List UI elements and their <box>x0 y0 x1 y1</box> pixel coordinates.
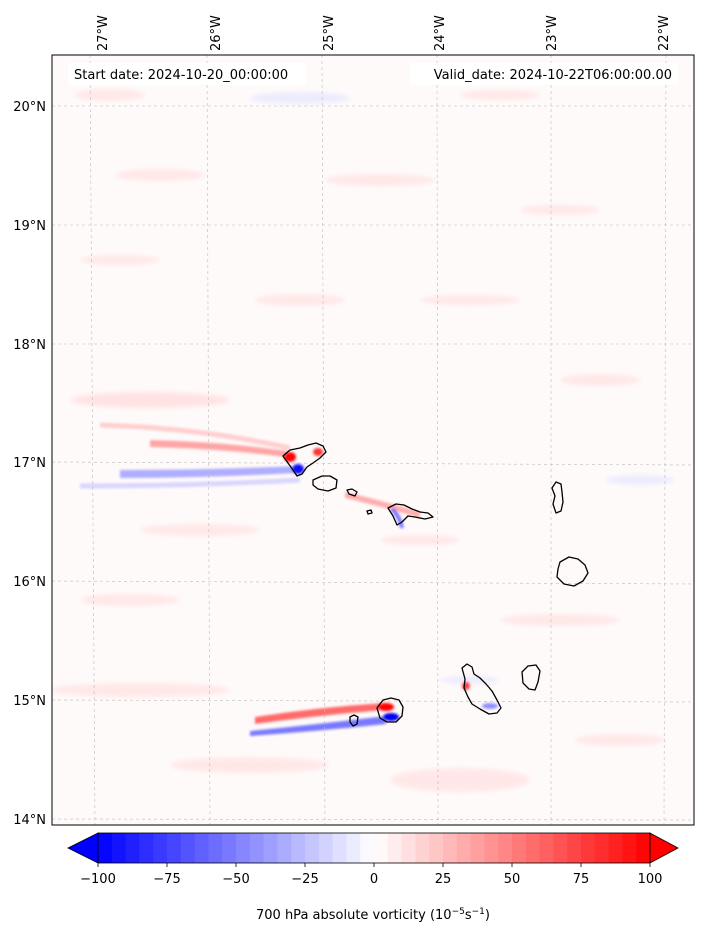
colorbar-segment <box>346 833 361 863</box>
colorbar-segment <box>622 833 637 863</box>
colorbar-segment <box>139 833 154 863</box>
colorbar-tick-label: 75 <box>573 872 590 887</box>
valid-date-box <box>410 63 678 85</box>
island-brava <box>349 714 359 727</box>
longitude-labels: 27°W 26°W 25°W 24°W 23°W 22°W <box>96 15 672 51</box>
colorbar-segment <box>429 833 444 863</box>
colorbar-segment <box>581 833 596 863</box>
colorbar-segment <box>636 833 651 863</box>
lat-label: 20°N <box>13 100 46 115</box>
colorbar-segment <box>484 833 499 863</box>
colorbar-segment <box>222 833 237 863</box>
colorbar-segment <box>498 833 513 863</box>
island-santa-luzia <box>346 488 358 497</box>
coastlines <box>282 442 589 727</box>
start-date-text: Start date: 2024-10-20_00:00:00 <box>74 68 288 83</box>
lon-label: 25°W <box>322 15 337 51</box>
colorbar-segment <box>415 833 430 863</box>
lon-label: 27°W <box>96 15 111 51</box>
colorbar-segment <box>318 833 334 863</box>
island-maio <box>521 664 541 691</box>
colorbar-tick-label: 50 <box>504 872 521 887</box>
colorbar-tick-label: −25 <box>291 872 318 887</box>
island-boa-vista <box>556 556 589 587</box>
colorbar-low-extension <box>67 832 99 864</box>
colorbar-segment <box>111 833 127 863</box>
colorbar-segment <box>443 833 458 863</box>
colorbar-segment <box>277 833 292 863</box>
colorbar-tick-label: 0 <box>370 872 378 887</box>
valid-date-text: Valid_date: 2024-10-22T06:00:00.00 <box>434 68 672 83</box>
lat-label: 18°N <box>13 338 46 353</box>
colorbar-tick-label: 100 <box>638 872 663 887</box>
lon-label: 22°W <box>657 15 672 51</box>
colorbar-segment <box>263 833 278 863</box>
island-raso <box>366 509 373 515</box>
colorbar-segment <box>525 833 541 863</box>
lat-label: 14°N <box>13 813 46 828</box>
start-date-box <box>68 63 306 85</box>
lon-label: 26°W <box>209 15 224 51</box>
colorbar-segment <box>291 833 306 863</box>
colorbar-segment <box>553 833 568 863</box>
map-frame <box>51 54 695 826</box>
lat-label: 17°N <box>13 456 46 471</box>
colorbar-segment <box>180 833 196 863</box>
colorbar-segment <box>512 833 527 863</box>
colorbar-tick-label: −100 <box>80 872 116 887</box>
colorbar-segment <box>153 833 168 863</box>
vorticity-field <box>52 89 675 792</box>
colorbar-segment <box>567 833 582 863</box>
lon-label: 23°W <box>545 15 560 51</box>
colorbar-tick-label: −75 <box>153 872 180 887</box>
colorbar-segment <box>401 833 416 863</box>
lat-label: 19°N <box>13 219 46 234</box>
colorbar: −100 −75 −50 −25 0 25 50 75 100 700 hPa absolute… <box>67 832 679 923</box>
colorbar-ticks: −100 −75 −50 −25 0 25 50 75 100 <box>80 863 662 887</box>
colorbar-segment <box>208 833 223 863</box>
colorbar-high-extension <box>649 832 679 864</box>
island-sao-nicolau <box>387 503 434 526</box>
island-santo-antao <box>282 442 327 477</box>
colorbar-segment <box>387 833 403 863</box>
colorbar-segment <box>594 833 610 863</box>
colorbar-segment <box>470 833 485 863</box>
colorbar-tick-label: −50 <box>222 872 249 887</box>
colorbar-segment <box>194 833 209 863</box>
colorbar-segment <box>456 833 472 863</box>
gridlines <box>52 55 694 825</box>
colorbar-label: 700 hPa absolute vorticity (10−5s−1) <box>256 907 490 923</box>
colorbar-segment <box>125 833 140 863</box>
colorbar-segment <box>374 833 389 863</box>
lon-label: 24°W <box>433 15 448 51</box>
colorbar-tick-label: 25 <box>435 872 452 887</box>
colorbar-segment <box>305 833 320 863</box>
island-santiago <box>461 663 502 715</box>
colorbar-segments <box>98 833 651 863</box>
latitude-labels: 20°N 19°N 18°N 17°N 16°N 15°N 14°N <box>13 100 46 828</box>
colorbar-segment <box>332 833 347 863</box>
island-sao-vicente <box>312 475 338 492</box>
colorbar-segment <box>249 833 265 863</box>
colorbar-segment <box>236 833 251 863</box>
colorbar-segment <box>167 833 182 863</box>
island-sal <box>551 481 564 514</box>
lat-label: 16°N <box>13 575 46 590</box>
colorbar-segment <box>539 833 554 863</box>
lat-label: 15°N <box>13 694 46 709</box>
colorbar-segment <box>360 833 375 863</box>
colorbar-segment <box>98 833 113 863</box>
colorbar-segment <box>608 833 623 863</box>
island-fogo <box>376 697 404 723</box>
